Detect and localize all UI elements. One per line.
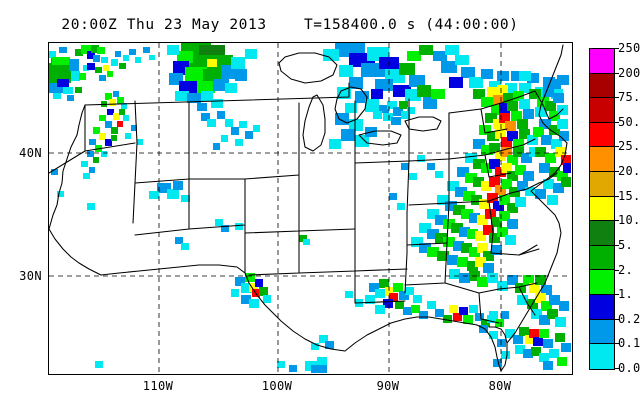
x-axis-label-80w: 80W [488,379,512,393]
colorbar-tick-labels: 250. 200. 75. 50. 25. 20. 15. 10. 5. 2. 1. 0.25 0.10… [615,42,640,374]
colorbar-band-4 [590,147,614,173]
colorbar-band-6 [590,196,614,222]
colorbar-tickmark-2 [615,97,619,99]
graticule [49,43,571,373]
colorbar-band-3 [590,122,614,148]
colorbar-tick-13: 0.01 [618,361,640,375]
colorbar-tick-2: 75. [618,90,640,105]
colorbar [589,48,615,370]
colorbar-tick-6: 15. [618,188,640,203]
colorbar-tickmark-7 [615,220,619,222]
colorbar-band-7 [590,221,614,246]
colorbar-tickmark-13 [615,368,619,369]
colorbar-band-8 [590,245,614,271]
colorbar-tick-0: 250. [618,41,640,55]
y-axis-label-30n: 30N [19,269,42,283]
colorbar-tick-1: 200. [618,65,640,80]
colorbar-band-1 [590,73,614,99]
colorbar-tickmark-4 [615,146,619,148]
colorbar-tick-3: 50. [618,114,640,129]
colorbar-band-11 [590,319,614,345]
colorbar-tick-12: 0.10 [618,336,640,351]
colorbar-band-10 [590,295,614,320]
colorbar-tickmark-1 [615,72,619,74]
colorbar-tickmark-11 [615,318,619,320]
colorbar-tickmark-10 [615,294,619,296]
colorbar-tick-9: 2. [618,262,634,277]
colorbar-band-0 [590,49,614,74]
colorbar-tickmark-0 [615,48,619,49]
colorbar-band-5 [590,172,614,197]
colorbar-band-12 [590,344,614,369]
colorbar-band-9 [590,270,614,296]
colorbar-band-2 [590,98,614,123]
precipitation-field [49,43,571,373]
colorbar-tick-4: 25. [618,139,640,154]
colorbar-tick-10: 1. [618,287,634,302]
figure-title: 20:00Z Thu 23 May 2013 T=158400.0 s (44:… [61,17,519,33]
colorbar-tickmark-12 [615,343,619,345]
colorbar-tick-8: 5. [618,237,634,252]
x-axis-label-100w: 100W [261,379,293,393]
colorbar-tick-7: 10. [618,213,640,228]
colorbar-tickmark-6 [615,195,619,197]
colorbar-tick-11: 0.25 [618,311,640,326]
map-canvas [49,43,571,373]
colorbar-tickmark-5 [615,171,619,173]
map-boundaries [49,44,568,372]
map-plot-area [48,42,573,375]
colorbar-tickmark-3 [615,121,619,123]
colorbar-tickmark-8 [615,244,619,246]
colorbar-tick-5: 20. [618,164,640,179]
y-axis-label-40n: 40N [19,146,42,160]
x-axis-label-90w: 90W [376,379,400,393]
colorbar-tickmark-9 [615,269,619,271]
x-axis-label-110w: 110W [142,379,174,393]
